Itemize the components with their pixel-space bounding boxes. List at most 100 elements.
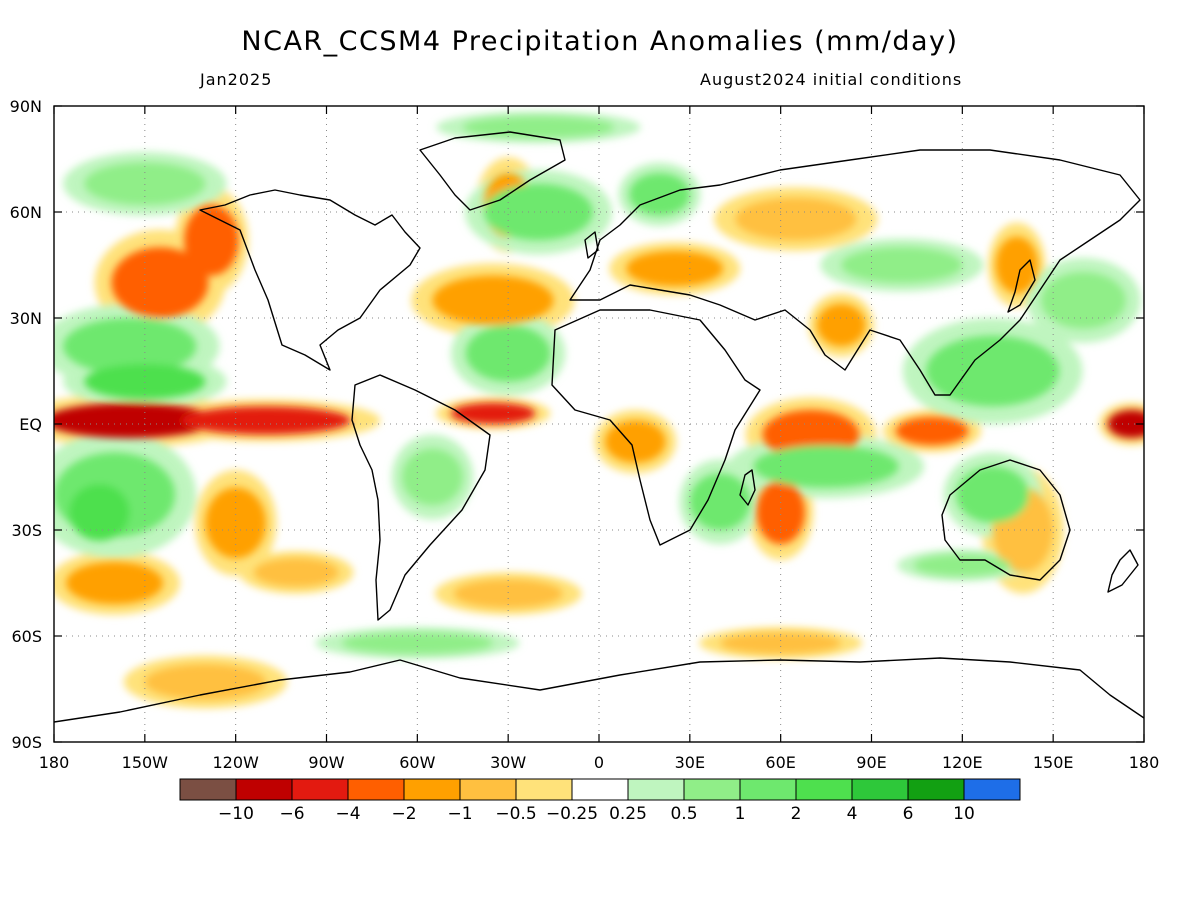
lon-label: 150W bbox=[122, 753, 169, 772]
lon-label: 30W bbox=[490, 753, 526, 772]
anomaly-region-13 bbox=[432, 275, 554, 326]
anomaly-region-36 bbox=[629, 173, 690, 216]
coastline-eurasia bbox=[569, 149, 1141, 396]
colorbar-swatch bbox=[851, 778, 909, 801]
colorbar-swatch bbox=[795, 778, 853, 801]
anomaly-region-26 bbox=[69, 484, 130, 541]
lon-label: 180 bbox=[39, 753, 70, 772]
anomaly-region-39 bbox=[341, 632, 494, 654]
anomaly-region-1 bbox=[181, 406, 351, 435]
coastline-greenland bbox=[419, 131, 566, 211]
colorbar-label: 2 bbox=[791, 804, 802, 824]
lon-label: 150E bbox=[1033, 753, 1074, 772]
anomaly-region-14 bbox=[205, 487, 266, 559]
anomaly-region-12 bbox=[995, 236, 1039, 294]
coastlines bbox=[54, 131, 1144, 723]
lon-label: 30E bbox=[675, 753, 705, 772]
lat-label: 30N bbox=[10, 309, 42, 328]
coastline-australia bbox=[941, 459, 1071, 581]
colorbar-swatch bbox=[179, 778, 237, 801]
colorbar-label: −10 bbox=[218, 804, 254, 824]
coastline-uk bbox=[584, 231, 599, 259]
anomaly-region-11 bbox=[817, 303, 866, 347]
anomaly-region-3 bbox=[1107, 409, 1144, 439]
anomaly-region-28 bbox=[483, 183, 593, 241]
anomaly-region-33 bbox=[1041, 272, 1126, 329]
anomaly-region-24 bbox=[84, 363, 206, 400]
colorbar-swatch bbox=[627, 778, 685, 801]
anomaly-region-30 bbox=[956, 466, 1029, 523]
anomaly-region-19 bbox=[253, 558, 339, 587]
anomaly-region-21 bbox=[144, 664, 266, 700]
lon-label: 90W bbox=[308, 753, 344, 772]
colorbar-label: 1 bbox=[735, 804, 746, 824]
anomaly-region-10 bbox=[626, 250, 724, 287]
colorbar-label: 0.5 bbox=[670, 804, 697, 824]
anomaly-region-32 bbox=[926, 335, 1060, 407]
colorbar-label: −6 bbox=[279, 804, 304, 824]
anomaly-cores bbox=[54, 116, 1144, 700]
colorbar-label: −1 bbox=[447, 804, 472, 824]
coastline-south-america bbox=[351, 374, 491, 621]
colorbar-label: 10 bbox=[953, 804, 975, 824]
anomaly-region-2 bbox=[450, 402, 536, 424]
colorbar-label: −0.25 bbox=[546, 804, 598, 824]
anomaly-region-20 bbox=[453, 579, 563, 608]
colorbar-swatch bbox=[571, 778, 629, 801]
anomaly-field bbox=[54, 111, 1144, 709]
colorbar-swatch bbox=[291, 778, 349, 801]
anomaly-region-38 bbox=[913, 554, 1011, 576]
colorbar-swatch bbox=[515, 778, 573, 801]
anomaly-region-31 bbox=[689, 473, 751, 530]
anomaly-region-16 bbox=[735, 197, 857, 241]
colorbar-swatch bbox=[739, 778, 797, 801]
colorbar-label: 6 bbox=[903, 804, 914, 824]
colorbar-swatch bbox=[403, 778, 461, 801]
coastline-north-america bbox=[199, 189, 421, 371]
gridlines bbox=[54, 106, 1144, 742]
lon-label: 90E bbox=[856, 753, 886, 772]
colorbar-swatch bbox=[683, 778, 741, 801]
coastline-japan bbox=[1007, 259, 1036, 313]
lat-label: 90S bbox=[11, 733, 42, 752]
anomaly-region-4 bbox=[111, 247, 209, 318]
coastline-madagascar bbox=[739, 469, 756, 506]
anomaly-region-35 bbox=[402, 448, 463, 506]
lon-label: 60W bbox=[399, 753, 435, 772]
lat-label: 90N bbox=[10, 97, 42, 116]
lat-label: EQ bbox=[19, 415, 42, 434]
anomaly-region-29 bbox=[753, 445, 899, 488]
lat-label: 30S bbox=[11, 521, 42, 540]
colorbar-swatch bbox=[347, 778, 405, 801]
coastline-antarctica bbox=[54, 657, 1144, 723]
colorbar-label: −4 bbox=[335, 804, 360, 824]
anomaly-region-0 bbox=[54, 402, 215, 439]
lon-label: 120E bbox=[942, 753, 983, 772]
colorbar-swatch bbox=[963, 778, 1021, 801]
lon-label: 0 bbox=[594, 753, 604, 772]
anomaly-region-8 bbox=[895, 416, 969, 446]
valid-month-label: Jan2025 bbox=[200, 70, 273, 89]
lon-label: 180 bbox=[1129, 753, 1160, 772]
lon-label: 120W bbox=[212, 753, 259, 772]
coastline-africa bbox=[551, 309, 761, 546]
anomaly-region-37 bbox=[84, 162, 206, 205]
lat-label: 60S bbox=[11, 627, 42, 646]
lon-label: 60E bbox=[765, 753, 795, 772]
initial-conditions-label: August2024 initial conditions bbox=[700, 70, 963, 89]
colorbar-label: −0.5 bbox=[495, 804, 536, 824]
colorbar-label: −2 bbox=[391, 804, 416, 824]
lat-label: 60N bbox=[10, 203, 42, 222]
anomaly-region-23 bbox=[63, 318, 197, 375]
coastline-new-zealand bbox=[1107, 549, 1139, 593]
colorbar: −10 −6 −4 −2 −1 −0.5 −0.25 0.25 0.5 1 2 4 6 10 bbox=[179, 778, 1021, 824]
anomaly-region-15 bbox=[66, 561, 163, 605]
anomaly-region-27 bbox=[465, 325, 551, 382]
colorbar-swatch bbox=[459, 778, 517, 801]
colorbar-label: 0.25 bbox=[609, 804, 647, 824]
colorbar-swatch bbox=[907, 778, 965, 801]
anomaly-region-7 bbox=[756, 480, 805, 545]
anomaly-region-22 bbox=[720, 632, 842, 654]
